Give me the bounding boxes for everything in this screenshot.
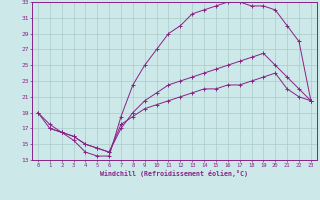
X-axis label: Windchill (Refroidissement éolien,°C): Windchill (Refroidissement éolien,°C) [100, 170, 248, 177]
